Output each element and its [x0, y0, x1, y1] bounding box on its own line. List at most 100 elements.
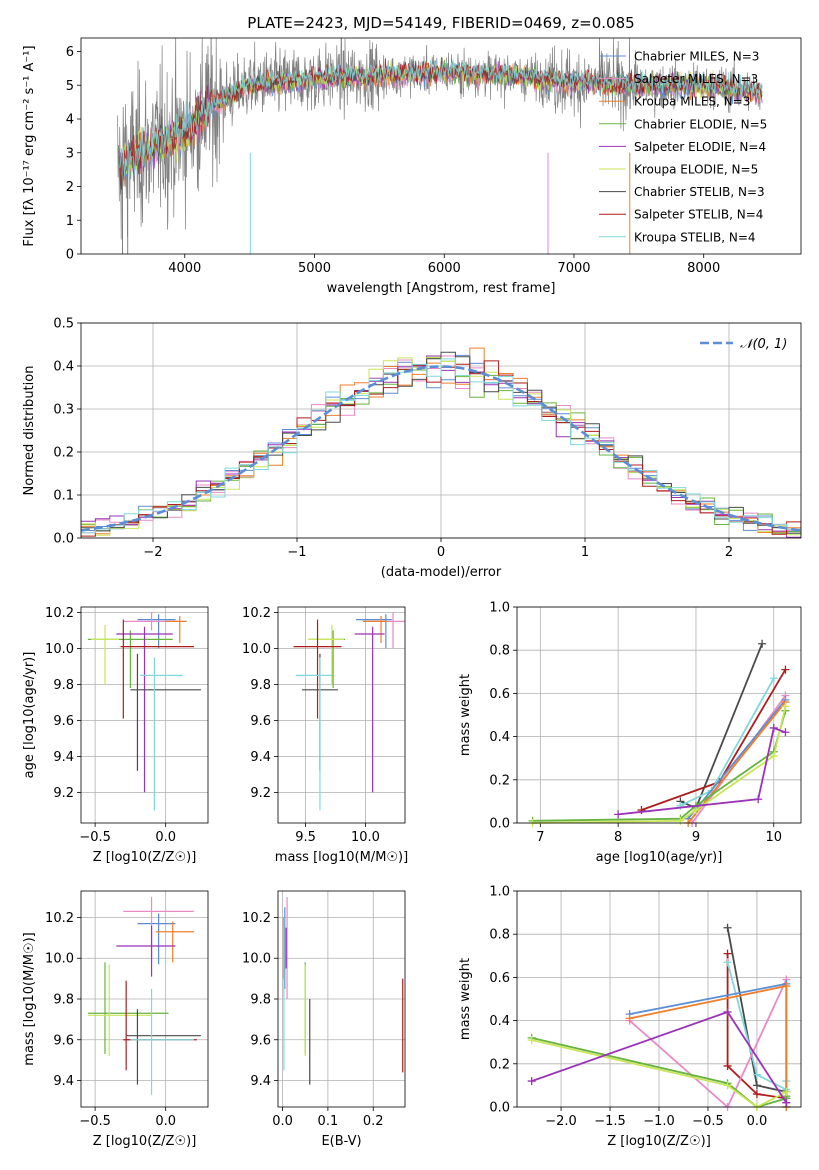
legend-label: Kroupa STELIB, N=4: [634, 230, 756, 244]
y-tick-label: 4: [66, 113, 74, 128]
y-tick-label: 0.8: [489, 644, 510, 659]
x-tick-label: 2: [725, 545, 733, 560]
weight_vs_Z-axes: −2.0 −1.5 −1.0 −0.5 0.0 0.0 0.2 0.4 0.6 0.8 1.0: [489, 885, 801, 1129]
y-tick-label: 0.1: [53, 489, 74, 504]
legend-label: Salpeter MILES, N=3: [634, 72, 758, 86]
mass_vs_EBV-xlabel: E(B-V): [321, 1134, 361, 1149]
y-tick-label: 9.8: [250, 678, 271, 693]
weight-marker: [769, 723, 778, 732]
mass_vs_EBV-axes: 0.0 0.1 0.2 9.4 9.6 9.8 10.0 10.2: [242, 891, 405, 1129]
x-tick-label: 8: [614, 830, 622, 845]
y-tick-label: 0.2: [489, 773, 510, 788]
plot-layer: 4000 5000 6000 7000 8000 0 1 2 3 4 5 6 wavelength [A…: [22, 37, 802, 1149]
mass_vs_Z-ylabel: mass [log10(M/M☉)]: [22, 932, 37, 1065]
weight-marker: [781, 665, 790, 674]
y-tick-label: 0.4: [53, 360, 74, 375]
residual-histograms: [81, 347, 801, 538]
legend-label: Chabrier MILES, N=3: [634, 50, 759, 64]
residuals-ylabel: Normed distribution: [22, 366, 37, 496]
x-tick-label: 0.1: [318, 1114, 339, 1129]
x-tick-label: 0.2: [363, 1114, 384, 1129]
legend-label: Salpeter STELIB, N=4: [634, 208, 763, 222]
x-tick-label: 7000: [557, 261, 590, 276]
y-tick-label: 2: [66, 180, 74, 195]
x-tick-label: −0.5: [692, 1114, 724, 1129]
y-tick-label: 9.6: [53, 714, 74, 729]
x-tick-label: 4000: [168, 261, 201, 276]
x-tick-label: 10.0: [351, 830, 380, 845]
age_vs_Z-xlabel: Z [log10(Z/Z☉)]: [93, 850, 197, 865]
weight-marker: [691, 806, 700, 815]
weight-marker: [723, 1007, 732, 1016]
y-tick-label: 10.0: [242, 952, 271, 967]
x-tick-label: 0.0: [747, 1114, 768, 1129]
weight-line: [687, 701, 787, 824]
weight-marker: [754, 795, 763, 804]
x-tick-label: −1.5: [594, 1114, 626, 1129]
weight_vs_Z-frame: [516, 890, 802, 1108]
mass_vs_Z-frame: [80, 890, 209, 1108]
spectrum-frame: [80, 37, 802, 255]
spectrum-ylabel: Flux [fλ 10⁻¹⁷ erg cm⁻² s⁻¹ A⁻¹]: [22, 45, 37, 246]
y-tick-label: 9.2: [250, 786, 271, 801]
spectrum-legend: Chabrier MILES, N=3 Salpeter MILES, N=3 Kr…: [599, 50, 767, 244]
x-tick-label: 5000: [298, 261, 331, 276]
age_vs_mass-xlabel: mass [log10(M/M☉)]: [275, 850, 408, 865]
weight_vs_age-ylabel: mass weight: [458, 674, 473, 756]
y-tick-label: 6: [66, 45, 74, 60]
spectrum-xlabel: wavelength [Angstrom, rest frame]: [327, 281, 556, 296]
x-tick-label: −2: [143, 545, 162, 560]
weight-marker: [723, 1081, 732, 1090]
weight-marker: [782, 1087, 791, 1096]
mass_vs_Z-axes: −0.5 0.0 9.4 9.6 9.8 10.0 10.2: [45, 891, 208, 1129]
x-tick-label: 9: [692, 830, 700, 845]
weight-marker: [758, 639, 767, 648]
x-tick-label: 9.5: [295, 830, 316, 845]
age_vs_Z-axes: −0.5 0.0 9.2 9.4 9.6 9.8 10.0 10.2: [45, 606, 208, 845]
weight-line: [680, 677, 775, 807]
weight-marker: [527, 1036, 536, 1045]
weight-marker: [723, 958, 732, 967]
x-tick-label: 0.0: [155, 830, 176, 845]
legend-label: Kroupa MILES, N=3: [634, 95, 750, 109]
legend-label: 𝒩(0, 1): [740, 337, 787, 352]
histogram-step: [81, 358, 801, 534]
x-tick-label: −0.5: [79, 830, 111, 845]
weight_vs_age-xlabel: age [log10(age/yr)]: [596, 850, 723, 865]
weight-marker: [614, 810, 623, 819]
y-tick-label: 0.2: [53, 446, 74, 461]
weight-marker: [676, 816, 685, 825]
y-tick-label: 9.4: [250, 1074, 271, 1089]
weight-marker: [752, 1070, 761, 1079]
x-tick-label: 8000: [687, 261, 720, 276]
x-tick-label: 0.0: [272, 1114, 293, 1129]
y-tick-label: 9.2: [53, 786, 74, 801]
y-tick-label: 0: [66, 248, 74, 263]
weight_vs_Z-xlabel: Z [log10(Z/Z☉)]: [607, 1134, 711, 1149]
y-tick-label: 3: [66, 146, 74, 161]
y-tick-label: 1: [66, 214, 74, 229]
legend-label: Chabrier ELODIE, N=5: [634, 117, 767, 131]
y-tick-label: 9.8: [53, 678, 74, 693]
y-tick-label: 10.0: [45, 952, 74, 967]
y-tick-label: 9.4: [53, 750, 74, 765]
legend-label: Salpeter ELODIE, N=4: [634, 140, 766, 154]
age_vs_Z-frame: [80, 606, 209, 824]
weight-marker: [723, 1061, 732, 1070]
y-tick-label: 0.6: [489, 687, 510, 702]
y-tick-label: 0.0: [53, 532, 74, 547]
weight-marker: [625, 1014, 634, 1023]
y-tick-label: 0.2: [489, 1057, 510, 1072]
age_vs_mass-frame: [277, 606, 406, 824]
y-tick-label: 0.4: [489, 730, 510, 745]
y-tick-label: 10.2: [45, 911, 74, 926]
weight-marker: [752, 1090, 761, 1099]
legend-label: Chabrier STELIB, N=3: [634, 185, 765, 199]
x-tick-label: 6000: [428, 261, 461, 276]
y-tick-label: 0.0: [489, 817, 510, 832]
weight_vs_Z-ylabel: mass weight: [458, 958, 473, 1040]
y-tick-label: 10.2: [45, 606, 74, 621]
y-tick-label: 10.0: [242, 642, 271, 657]
spectrum-model-line: [119, 58, 763, 178]
